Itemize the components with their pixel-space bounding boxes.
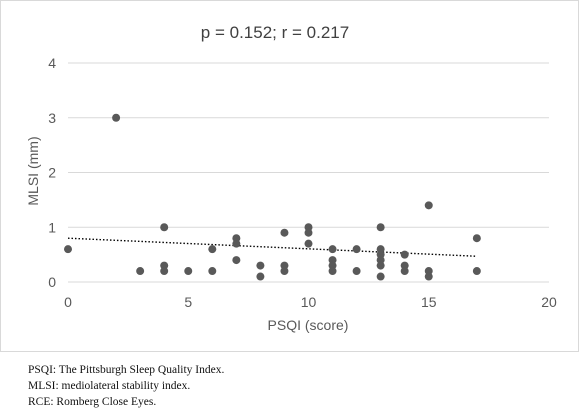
x-tick-label: 5 [184,294,192,310]
footnote-rce: RCE: Romberg Close Eyes. [28,396,157,408]
data-point [160,267,169,276]
data-point [232,256,241,265]
data-point [256,261,265,270]
data-point [232,239,241,248]
footnotes: PSQI: The Pittsburgh Sleep Quality Index… [28,362,224,410]
data-point [304,239,313,248]
data-point [160,261,169,270]
y-tick-label: 3 [48,110,56,126]
data-points [64,113,481,281]
data-point [376,256,385,265]
x-axis-label: PSQI (score) [268,317,349,333]
data-point [400,267,409,276]
data-point [424,272,433,281]
data-point [472,267,481,276]
footnote-mlsi: MLSI: mediolateral stability index. [28,380,191,392]
chart-title: p = 0.152; r = 0.217 [201,23,349,42]
x-tick-label: 15 [421,294,437,310]
data-point [424,201,433,210]
data-point [472,234,481,243]
data-point [376,272,385,281]
y-axis-label: MLSI (mm) [25,136,41,205]
data-point [352,245,361,254]
chart-area: p = 0.152; r = 0.217 0 1 2 3 4 0 5 10 15 20 PSQI… [0,0,579,352]
scatter-chart: p = 0.152; r = 0.217 0 1 2 3 4 0 5 10 15 20 PSQI… [25,23,557,333]
data-point [280,228,289,237]
data-point [208,267,217,276]
data-point [64,245,72,254]
y-tick-label: 1 [48,219,56,235]
data-point [328,261,337,270]
data-point [112,113,121,122]
footnote-psqi: PSQI: The Pittsburgh Sleep Quality Index… [28,364,225,376]
data-point [376,250,385,259]
data-point [232,234,241,243]
data-point [208,245,217,254]
data-point [424,267,433,276]
y-tick-label: 0 [48,274,56,290]
data-point [280,261,289,270]
x-axis-ticks: 0 5 10 15 20 [64,294,557,310]
trendline [67,237,477,257]
y-axis-ticks: 0 1 2 3 4 [48,55,56,290]
data-point [136,267,145,276]
x-tick-label: 20 [541,294,557,310]
gridlines [68,62,549,283]
y-tick-label: 2 [48,165,56,181]
x-tick-label: 0 [64,294,72,310]
data-point [256,272,265,281]
data-point [376,261,385,270]
data-point [184,267,193,276]
data-point [328,245,337,254]
data-point [376,223,385,232]
data-point [280,267,289,276]
data-point [328,267,337,276]
y-tick-label: 4 [48,55,56,71]
data-point [304,228,313,237]
data-point [352,267,361,276]
data-point [400,250,409,259]
x-tick-label: 10 [301,294,317,310]
data-point [400,261,409,270]
data-point [376,245,385,254]
data-point [160,223,169,232]
data-point [328,256,337,265]
data-point [304,223,313,232]
trendline-group [67,237,477,257]
